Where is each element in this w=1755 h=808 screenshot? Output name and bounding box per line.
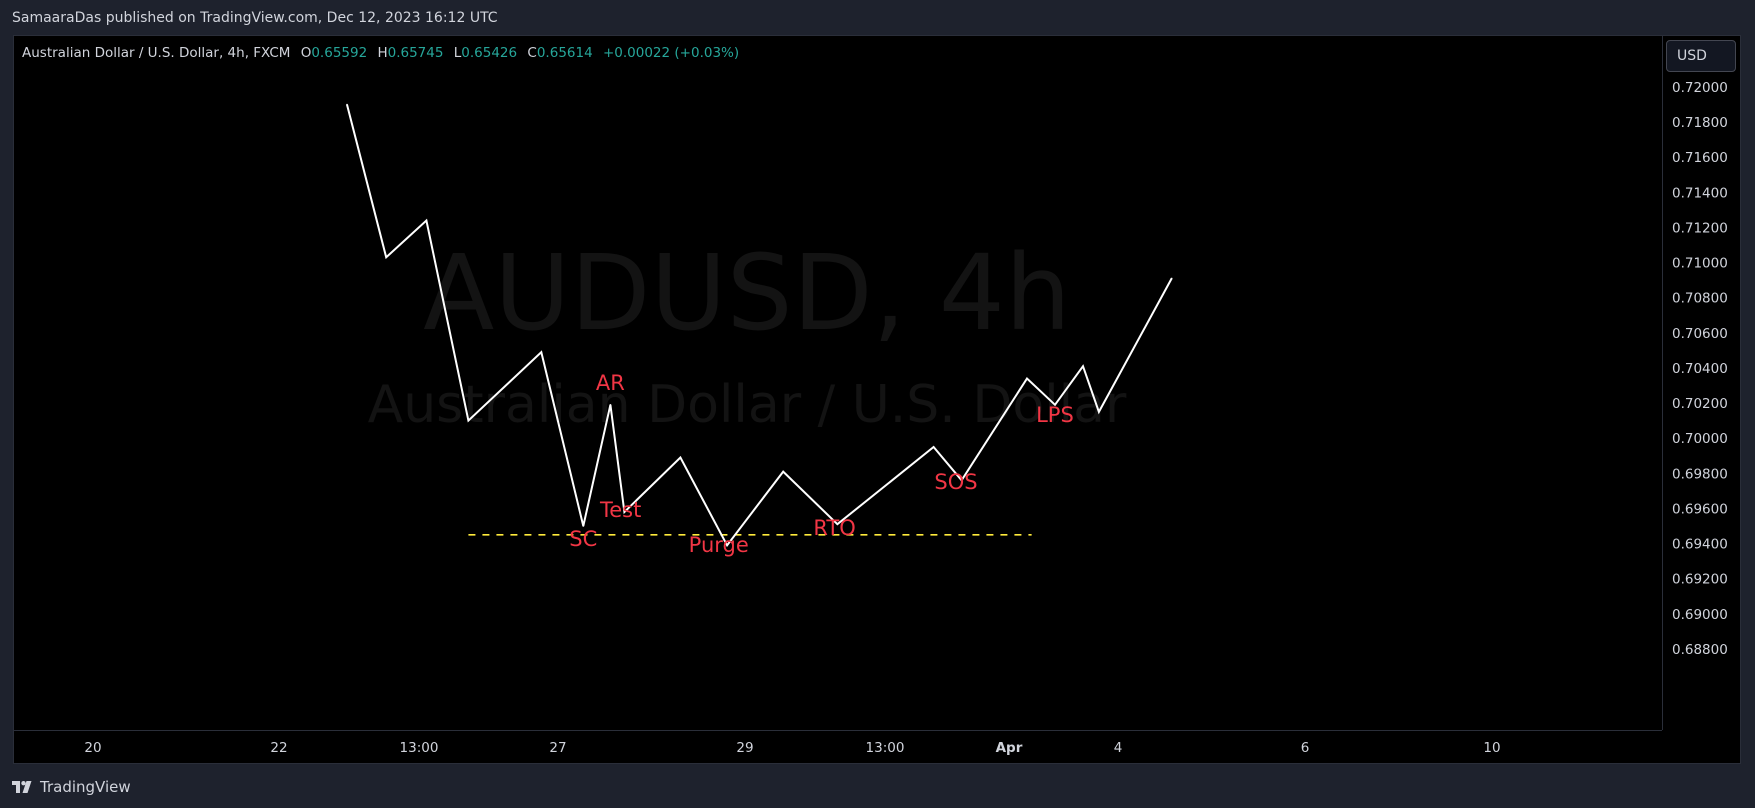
price-tick: 0.70200 bbox=[1672, 396, 1728, 412]
annotation-sc: SC bbox=[569, 527, 597, 551]
time-tick: 27 bbox=[549, 740, 566, 756]
annotation-ar: AR bbox=[596, 371, 625, 395]
tradingview-brand[interactable]: TradingView bbox=[40, 778, 131, 796]
price-point-15 bbox=[1054, 404, 1056, 406]
price-tick: 0.70600 bbox=[1672, 326, 1728, 342]
publish-info: SamaaraDas published on TradingView.com,… bbox=[12, 10, 498, 26]
time-tick: 13:00 bbox=[866, 740, 905, 756]
price-point-5 bbox=[582, 525, 585, 527]
time-tick: 10 bbox=[1483, 740, 1500, 756]
price-point-8 bbox=[679, 456, 682, 459]
price-point-2 bbox=[425, 219, 428, 222]
tradingview-logo-icon[interactable] bbox=[12, 781, 34, 793]
price-tick: 0.71200 bbox=[1672, 220, 1728, 236]
time-tick: 6 bbox=[1301, 740, 1310, 756]
top-bar: SamaaraDas published on TradingView.com,… bbox=[0, 0, 1755, 36]
price-axis[interactable]: 0.72000 0.71800 0.71600 0.71400 0.71200 0.710… bbox=[1662, 36, 1741, 730]
annotation-purge: Purge bbox=[689, 533, 749, 557]
annotation-lps: LPS bbox=[1036, 403, 1074, 427]
price-tick: 0.71000 bbox=[1672, 256, 1728, 272]
price-point-9 bbox=[726, 544, 728, 547]
price-point-4 bbox=[540, 351, 543, 353]
legend-change: +0.00022 (+0.03%) bbox=[602, 45, 740, 61]
symbol-legend: Australian Dollar / U.S. Dollar, 4h, FXC… bbox=[22, 45, 739, 61]
price-tick: 0.70800 bbox=[1672, 291, 1728, 307]
legend-open-value: 0.65592 bbox=[311, 45, 368, 61]
time-tick: 13:00 bbox=[400, 740, 439, 756]
price-tick: 0.69800 bbox=[1672, 466, 1728, 482]
footer: TradingView bbox=[12, 777, 131, 797]
price-point-1 bbox=[385, 256, 388, 259]
price-point-6 bbox=[609, 404, 612, 406]
annotation-test: Test bbox=[599, 498, 641, 522]
price-point-7 bbox=[623, 511, 626, 513]
price-point-3 bbox=[467, 419, 470, 422]
time-tick: 20 bbox=[84, 740, 101, 756]
time-tick: Apr bbox=[996, 740, 1023, 756]
legend-symbol[interactable]: Australian Dollar / U.S. Dollar, 4h, FXC… bbox=[22, 45, 291, 61]
watermark-sub: Australian Dollar / U.S. Dollar bbox=[368, 375, 1127, 435]
annotation-rto: RTO bbox=[813, 516, 855, 540]
price-tick: 0.72000 bbox=[1672, 80, 1728, 96]
price-tick: 0.68800 bbox=[1672, 642, 1728, 658]
price-tick: 0.71600 bbox=[1672, 150, 1728, 166]
price-point-11 bbox=[836, 523, 839, 526]
chart-frame bbox=[13, 35, 1741, 764]
legend-open-label: O bbox=[300, 45, 312, 61]
chart-svg: AUDUSD, 4h Australian Dollar / U.S. Dolla… bbox=[346, 103, 1173, 557]
legend-high-value: 0.65745 bbox=[387, 45, 444, 61]
legend-high-label: H bbox=[377, 45, 388, 61]
legend-low-label: L bbox=[453, 45, 462, 61]
time-axis[interactable]: 20 22 13:00 27 29 13:00 Apr 4 6 10 bbox=[14, 730, 1662, 764]
price-point-14 bbox=[1026, 377, 1028, 380]
watermark-main: AUDUSD, 4h bbox=[423, 232, 1071, 354]
time-tick: 4 bbox=[1114, 740, 1123, 756]
price-point-13 bbox=[960, 479, 963, 482]
price-tick: 0.71800 bbox=[1672, 115, 1728, 131]
price-tick: 0.70400 bbox=[1672, 361, 1728, 377]
annotation-sos: SOS bbox=[934, 470, 977, 494]
price-tick: 0.69400 bbox=[1672, 537, 1728, 553]
price-point-0 bbox=[346, 103, 348, 106]
price-tick: 0.69000 bbox=[1672, 607, 1728, 623]
price-tick: 0.70000 bbox=[1672, 431, 1728, 447]
price-point-16 bbox=[1082, 365, 1084, 368]
price-axis-svg: 0.72000 0.71800 0.71600 0.71400 0.71200 0.710… bbox=[1672, 80, 1728, 658]
price-tick: 0.69200 bbox=[1672, 572, 1728, 588]
legend-low-value: 0.65426 bbox=[461, 45, 518, 61]
price-point-17 bbox=[1098, 411, 1100, 413]
time-axis-svg: 20 22 13:00 27 29 13:00 Apr 4 6 10 bbox=[84, 740, 1500, 756]
legend-close-label: C bbox=[527, 45, 537, 61]
time-tick: 22 bbox=[270, 740, 287, 756]
legend-close-value: 0.65614 bbox=[536, 45, 593, 61]
price-tick: 0.69600 bbox=[1672, 501, 1728, 517]
currency-button[interactable]: USD bbox=[1666, 40, 1736, 72]
chart-plot-area[interactable]: AUDUSD, 4h Australian Dollar / U.S. Dolla… bbox=[14, 36, 1662, 730]
price-point-10 bbox=[782, 470, 784, 473]
price-point-18 bbox=[1170, 277, 1173, 280]
price-tick: 0.71400 bbox=[1672, 185, 1728, 201]
price-point-12 bbox=[932, 446, 935, 448]
time-tick: 29 bbox=[736, 740, 753, 756]
